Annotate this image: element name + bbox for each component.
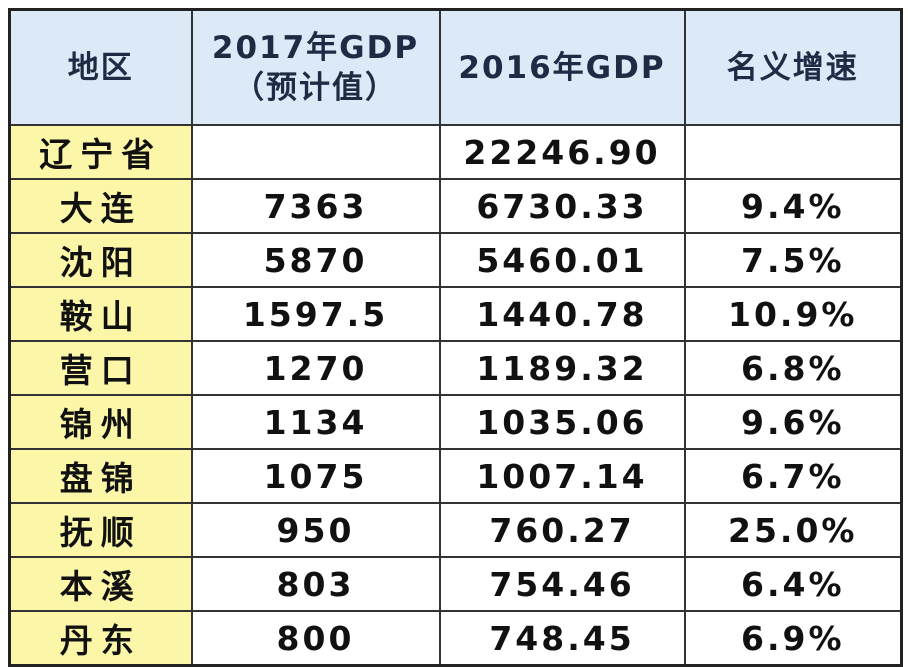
value-cell [190, 124, 441, 180]
value-cell: 800 [190, 610, 441, 667]
table-row: 鞍山 1597.5 1440.78 10.9% [8, 286, 903, 342]
header-cell: 地区 [8, 8, 193, 126]
value-cell: 7.5% [683, 232, 903, 288]
header-line: （预计值） [233, 69, 398, 106]
value-cell: 22246.90 [438, 124, 686, 180]
region-cell: 大连 [8, 178, 193, 234]
value-cell [683, 124, 903, 180]
region-cell: 盘锦 [8, 448, 193, 504]
value-cell: 1075 [190, 448, 441, 504]
region-cell: 沈阳 [8, 232, 193, 288]
value-cell: 1440.78 [438, 286, 686, 342]
value-cell: 950 [190, 502, 441, 558]
region-cell: 辽宁省 [8, 124, 193, 180]
table-row: 大连 7363 6730.33 9.4% [8, 178, 903, 234]
value-cell: 754.46 [438, 556, 686, 612]
table-row: 抚顺 950 760.27 25.0% [8, 502, 903, 558]
region-cell: 丹东 [8, 610, 193, 667]
value-cell: 748.45 [438, 610, 686, 667]
header-cell: 名义增速 [683, 8, 903, 126]
table-row: 辽宁省 22246.90 [8, 124, 903, 180]
value-cell: 1597.5 [190, 286, 441, 342]
value-cell: 760.27 [438, 502, 686, 558]
table-row: 锦州 1134 1035.06 9.6% [8, 394, 903, 450]
value-cell: 9.6% [683, 394, 903, 450]
value-cell: 7363 [190, 178, 441, 234]
header-row: 地区 2017年GDP （预计值） 2016年GDP 名义增速 [8, 8, 903, 126]
value-cell: 25.0% [683, 502, 903, 558]
table-row: 本溪 803 754.46 6.4% [8, 556, 903, 612]
value-cell: 6.9% [683, 610, 903, 667]
gdp-table: 地区 2017年GDP （预计值） 2016年GDP 名义增速 辽宁省 22246.90 大… [8, 8, 903, 667]
value-cell: 1035.06 [438, 394, 686, 450]
value-cell: 803 [190, 556, 441, 612]
region-cell: 锦州 [8, 394, 193, 450]
value-cell: 1134 [190, 394, 441, 450]
table-row: 沈阳 5870 5460.01 7.5% [8, 232, 903, 288]
value-cell: 5870 [190, 232, 441, 288]
header-line: 2017年GDP [211, 29, 420, 66]
region-cell: 抚顺 [8, 502, 193, 558]
region-cell: 本溪 [8, 556, 193, 612]
value-cell: 6.4% [683, 556, 903, 612]
value-cell: 6.8% [683, 340, 903, 396]
table-row: 营口 1270 1189.32 6.8% [8, 340, 903, 396]
table-body: 辽宁省 22246.90 大连 7363 6730.33 9.4% 沈阳 5870 5460.0… [8, 124, 903, 667]
header-cell: 2016年GDP [438, 8, 686, 126]
value-cell: 1007.14 [438, 448, 686, 504]
value-cell: 9.4% [683, 178, 903, 234]
header-cell: 2017年GDP （预计值） [190, 8, 441, 126]
region-cell: 营口 [8, 340, 193, 396]
value-cell: 6730.33 [438, 178, 686, 234]
value-cell: 5460.01 [438, 232, 686, 288]
value-cell: 1189.32 [438, 340, 686, 396]
region-cell: 鞍山 [8, 286, 193, 342]
value-cell: 1270 [190, 340, 441, 396]
table-row: 盘锦 1075 1007.14 6.7% [8, 448, 903, 504]
value-cell: 6.7% [683, 448, 903, 504]
value-cell: 10.9% [683, 286, 903, 342]
table-row: 丹东 800 748.45 6.9% [8, 610, 903, 667]
